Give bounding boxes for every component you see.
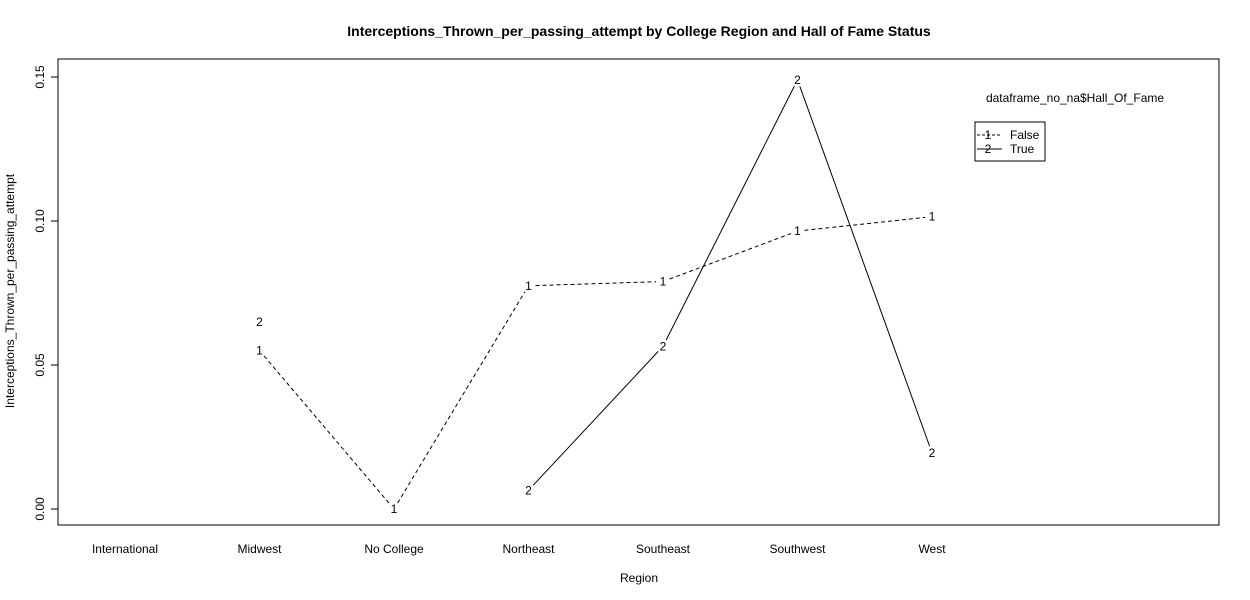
data-point: 1 — [391, 502, 398, 516]
series-line-segment — [263, 355, 390, 504]
series-line-segment — [665, 85, 795, 341]
data-point: 2 — [660, 339, 667, 353]
x-tick-label: No College — [364, 542, 424, 556]
legend-label: False — [1010, 128, 1040, 142]
x-tick-label: Southwest — [769, 542, 826, 556]
series-line-segment — [397, 291, 526, 504]
chart-title: Interceptions_Thrown_per_passing_attempt… — [347, 23, 931, 39]
data-point: 2 — [525, 483, 532, 497]
legend-box — [974, 121, 1046, 162]
data-point: 2 — [929, 446, 936, 460]
x-axis: International Midwest No College Northeast S… — [92, 542, 946, 556]
x-tick-label: West — [918, 542, 946, 556]
y-tick-label: 0.05 — [33, 353, 47, 377]
x-tick-label: Northeast — [502, 542, 555, 556]
data-point: 1 — [660, 274, 667, 288]
series-true: 2 2 2 2 2 — [256, 73, 936, 497]
series-line-segment — [535, 281, 657, 287]
x-tick-label: Midwest — [237, 542, 282, 556]
series-line-segment — [669, 233, 792, 280]
legend-label: True — [1010, 142, 1035, 156]
data-point: 1 — [525, 279, 532, 293]
data-point: 2 — [256, 315, 263, 329]
x-axis-label: Region — [620, 571, 658, 585]
legend-symbol: 1 — [985, 128, 992, 142]
data-point: 1 — [794, 224, 801, 238]
data-point: 1 — [929, 210, 936, 224]
y-tick-label: 0.10 — [33, 209, 47, 233]
data-point: 1 — [256, 344, 263, 358]
series-false: 1 1 1 1 1 1 — [256, 210, 936, 516]
series-line-segment — [532, 351, 659, 486]
y-axis: 0.00 0.05 0.10 0.15 — [33, 65, 59, 521]
series-line-segment — [804, 216, 926, 231]
legend-symbol: 2 — [985, 142, 992, 156]
x-tick-label: International — [92, 542, 158, 556]
series-layer: 1 1 1 1 1 1 2 2 2 2 2 — [256, 73, 936, 516]
series-line-segment — [799, 86, 931, 447]
y-tick-label: 0.15 — [33, 65, 47, 89]
y-axis-label: Interceptions_Thrown_per_passing_attempt — [3, 173, 17, 408]
legend: dataframe_no_na$Hall_Of_Fame 1 False 2 True — [974, 91, 1164, 162]
legend-title: dataframe_no_na$Hall_Of_Fame — [986, 91, 1164, 105]
data-point: 2 — [794, 73, 801, 87]
y-tick-label: 0.00 — [33, 497, 47, 521]
x-tick-label: Southeast — [636, 542, 691, 556]
